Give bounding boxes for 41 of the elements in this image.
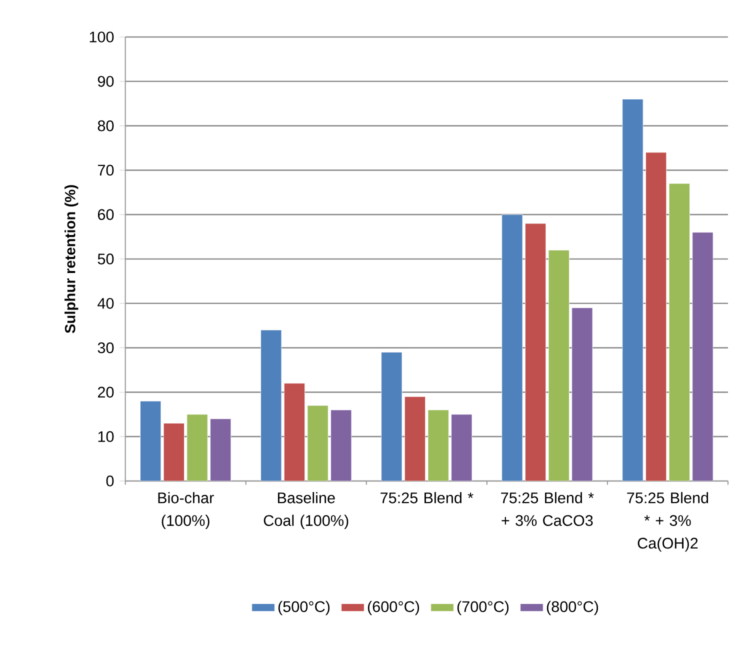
bar xyxy=(525,223,546,481)
bar xyxy=(140,400,162,481)
bar xyxy=(622,98,644,481)
y-tick-label: 10 xyxy=(98,431,114,442)
bar xyxy=(646,152,667,481)
bar xyxy=(307,405,328,481)
y-tick-label: 100 xyxy=(90,32,114,42)
x-tick-label: 75:25 Blend * + 3% CaCO3 xyxy=(501,492,594,526)
y-tick-label: 30 xyxy=(98,342,114,354)
bar xyxy=(381,352,402,481)
x-tick-label: 75:25 Blend * xyxy=(380,492,474,504)
legend-label: (800°C) xyxy=(546,600,598,616)
bar xyxy=(548,250,570,481)
legend-label: (500°C) xyxy=(278,600,330,616)
bar xyxy=(451,414,472,481)
bar xyxy=(404,396,426,481)
bar xyxy=(186,414,208,481)
bar xyxy=(572,308,593,481)
y-axis-title: Sulphur retention (%) xyxy=(64,185,78,334)
y-tick-label: 70 xyxy=(98,164,114,176)
y-tick-label: 60 xyxy=(98,209,114,220)
y-tick-label: 0 xyxy=(106,476,114,486)
x-tick-label: Bio-char (100%) xyxy=(158,492,214,530)
bar xyxy=(668,183,690,481)
legend-label: (700°C) xyxy=(457,600,509,616)
y-tick-label: 20 xyxy=(98,386,114,398)
x-tick-label: 75:25 Blend * + 3% Ca(OH)2 xyxy=(627,492,708,552)
bar xyxy=(163,423,184,481)
x-tick-label: Baseline Coal (100%) xyxy=(264,492,348,530)
bar xyxy=(330,410,352,481)
bar xyxy=(284,383,305,481)
y-tick-label: 40 xyxy=(98,298,114,309)
bar xyxy=(260,330,282,481)
y-tick-label: 80 xyxy=(98,120,114,132)
bar xyxy=(502,214,523,481)
bar xyxy=(210,418,232,481)
y-tick-label: 50 xyxy=(98,254,114,264)
bar xyxy=(692,232,714,481)
bar xyxy=(428,410,449,481)
legend-label: (600°C) xyxy=(368,600,420,616)
y-tick-label: 90 xyxy=(98,76,114,87)
